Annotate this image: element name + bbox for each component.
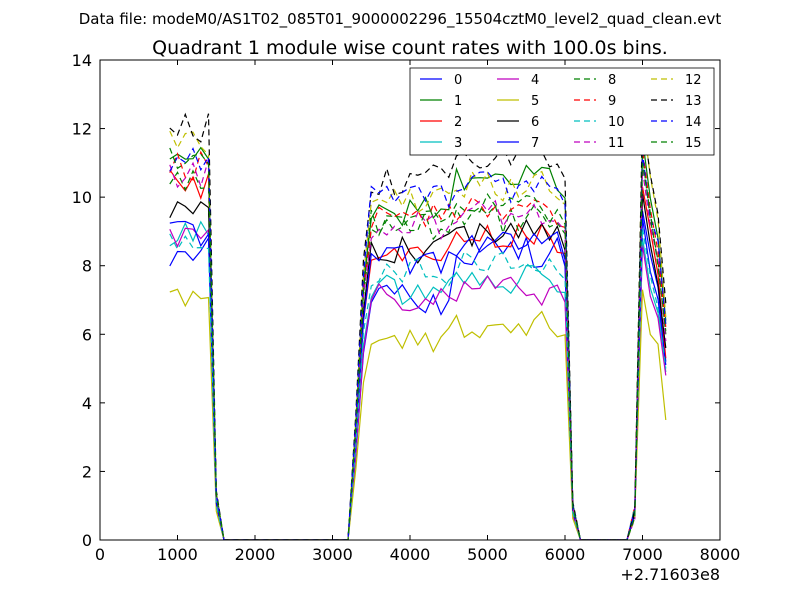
y-tick-label: 12	[72, 120, 92, 139]
y-tick-label: 8	[82, 257, 92, 276]
x-tick-label: 1000	[157, 545, 198, 564]
axes: 0 1000 2000 3000 4000 5000 6000 7000 80000246810…	[72, 51, 741, 564]
x-tick-label: 8000	[700, 545, 741, 564]
legend-label-13: 13	[685, 94, 702, 109]
legend-item-1: 1	[420, 94, 462, 109]
legend-label-7: 7	[531, 136, 539, 151]
legend-item-15: 15	[651, 136, 702, 151]
series-line-1	[169, 138, 667, 540]
series-line-5	[169, 288, 667, 540]
y-tick-label: 6	[82, 325, 92, 344]
x-tick-label: 7000	[622, 545, 663, 564]
legend-item-14: 14	[651, 115, 702, 130]
legend-item-8: 8	[574, 73, 616, 88]
series-line-13	[169, 112, 667, 540]
legend-item-9: 9	[574, 94, 616, 109]
x-tick-label: 3000	[312, 545, 353, 564]
legend-item-4: 4	[497, 73, 539, 88]
legend-item-6: 6	[497, 115, 539, 130]
series-line-10	[169, 227, 667, 540]
legend-item-11: 11	[574, 136, 625, 151]
legend-label-12: 12	[685, 73, 702, 88]
series-line-11	[169, 159, 667, 540]
legend-label-11: 11	[608, 136, 625, 151]
series-line-3	[169, 220, 667, 540]
legend-label-9: 9	[608, 94, 616, 109]
x-tick-label: 6000	[545, 545, 586, 564]
legend-item-10: 10	[574, 115, 625, 130]
legend-label-3: 3	[454, 136, 462, 151]
x-offset-label: +2.71603e8	[620, 565, 720, 584]
series-lines	[169, 112, 667, 540]
series-line-12	[169, 114, 667, 540]
x-tick-label: 2000	[235, 545, 276, 564]
legend-label-15: 15	[685, 136, 702, 151]
chart-title: Quadrant 1 module wise count rates with …	[152, 37, 668, 59]
series-line-2	[169, 169, 667, 540]
legend-box	[409, 67, 715, 156]
legend-label-0: 0	[454, 73, 462, 88]
series-line-0	[169, 210, 667, 540]
legend-item-12: 12	[651, 73, 702, 88]
chart-suptitle: Data file: modeM0/AS1T02_085T01_90000022…	[79, 10, 722, 29]
plot-area	[169, 112, 667, 540]
x-tick-label: 5000	[467, 545, 508, 564]
y-tick-label: 2	[82, 462, 92, 481]
y-tick-label: 4	[82, 394, 92, 413]
legend-label-5: 5	[531, 94, 539, 109]
legend-label-14: 14	[685, 115, 702, 130]
legend-item-2: 2	[420, 115, 462, 130]
series-line-4	[169, 227, 667, 540]
legend-label-2: 2	[454, 115, 462, 130]
legend-item-7: 7	[497, 136, 539, 151]
legend-label-8: 8	[608, 73, 616, 88]
legend-item-5: 5	[497, 94, 539, 109]
legend-label-10: 10	[608, 115, 625, 130]
legend-item-0: 0	[420, 73, 462, 88]
series-line-7	[169, 217, 667, 540]
y-tick-label: 10	[72, 188, 92, 207]
y-tick-label: 14	[72, 51, 92, 70]
legend-label-1: 1	[454, 94, 462, 109]
legend-label-6: 6	[531, 115, 539, 130]
y-tick-label: 0	[82, 531, 92, 550]
x-tick-label: 0	[95, 545, 105, 564]
x-tick-label: 4000	[390, 545, 431, 564]
legend-label-4: 4	[531, 73, 539, 88]
legend-item-3: 3	[420, 136, 462, 151]
series-line-6	[169, 193, 667, 540]
legend-item-13: 13	[651, 94, 702, 109]
